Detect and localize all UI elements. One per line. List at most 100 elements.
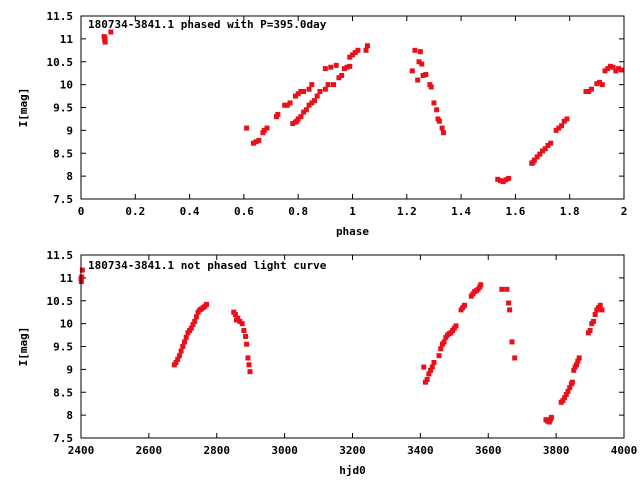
data-point	[102, 35, 108, 41]
data-point	[190, 322, 196, 328]
unphased-light-curve-panel: 2400 2600 2800 3000 3200 3400 3600 3800 4000 7.5 8…	[17, 249, 637, 477]
data-point	[564, 116, 570, 122]
data-point	[509, 339, 515, 345]
x-tick-label: 1.2	[397, 205, 417, 218]
data-point	[175, 356, 181, 362]
data-point	[261, 127, 267, 133]
data-point	[545, 142, 551, 148]
data-point	[350, 52, 355, 58]
data-point	[500, 179, 506, 185]
data-point	[264, 125, 270, 131]
data-point	[576, 355, 582, 361]
data-point	[292, 93, 298, 99]
data-point	[616, 66, 622, 72]
data-point	[537, 151, 543, 157]
data-point	[355, 47, 361, 53]
x-tick-label: 1.6	[505, 205, 525, 218]
data-point	[561, 118, 567, 124]
data-point	[204, 301, 210, 307]
y-tick-label: 11.5	[47, 10, 74, 23]
data-point	[534, 154, 540, 160]
data-point	[439, 125, 445, 131]
y-tick-label: 7.5	[53, 193, 73, 206]
data-point	[328, 64, 334, 70]
data-point	[563, 392, 569, 398]
data-point	[301, 109, 307, 115]
data-point	[416, 59, 422, 65]
y-tick-label: 10.5	[47, 56, 74, 69]
data-point	[565, 388, 571, 394]
data-point	[506, 300, 512, 306]
y-tick-label: 10	[60, 318, 73, 331]
data-point	[421, 364, 427, 370]
data-point	[298, 88, 304, 94]
data-point	[322, 86, 328, 92]
data-point	[182, 339, 188, 345]
data-point	[531, 157, 537, 163]
data-point	[556, 125, 562, 131]
data-point	[309, 82, 315, 88]
x-tick-label: 0	[78, 205, 85, 218]
data-point	[504, 286, 510, 292]
data-point	[583, 88, 589, 94]
data-point	[415, 77, 421, 83]
data-point	[180, 344, 186, 349]
data-point	[247, 369, 253, 375]
data-point	[594, 81, 600, 87]
x-tick-label: 2	[621, 205, 628, 218]
data-point	[605, 66, 611, 72]
data-point	[325, 82, 331, 88]
data-point	[424, 376, 430, 382]
phased-light-curve-panel: 0 0.2 0.4 0.6 0.8 1 1.2 1.4 1.6 1.8 2 7.5 8 8.5 9 9.5 10…	[17, 10, 627, 238]
data-point	[420, 72, 426, 78]
x-tick-label: 3000	[271, 444, 298, 457]
data-point	[347, 63, 353, 69]
x-tick-label: 0.2	[125, 205, 145, 218]
data-point	[607, 63, 613, 69]
data-point	[567, 385, 573, 391]
data-point	[232, 311, 238, 317]
data-point	[188, 325, 194, 331]
data-point	[253, 139, 259, 145]
data-point	[419, 61, 425, 67]
data-point	[575, 358, 581, 364]
data-point	[431, 100, 437, 106]
x-axis-label: hjd0	[339, 464, 366, 477]
x-tick-label: 2600	[136, 444, 163, 457]
data-point	[311, 98, 317, 104]
data-point	[409, 68, 415, 74]
data-point	[241, 327, 247, 333]
data-point	[301, 88, 307, 94]
data-point	[173, 360, 179, 366]
data-point	[461, 302, 467, 308]
data-point	[306, 86, 312, 92]
data-point	[436, 353, 442, 359]
data-point	[497, 178, 503, 184]
data-point	[303, 107, 309, 113]
x-axis-label: phase	[336, 225, 369, 238]
data-point	[423, 72, 429, 78]
data-point	[569, 379, 575, 385]
data-point	[79, 274, 85, 280]
data-point	[339, 72, 345, 78]
data-point	[571, 367, 577, 373]
y-tick-label: 10.5	[47, 295, 74, 308]
plot-frame	[80, 15, 625, 200]
data-point	[347, 54, 353, 60]
data-point	[256, 137, 262, 143]
data-point	[506, 175, 512, 181]
data-point	[507, 307, 513, 313]
data-point	[244, 341, 250, 347]
data-point	[586, 88, 592, 94]
data-point	[284, 102, 290, 108]
data-point	[333, 62, 339, 68]
data-point	[102, 39, 108, 45]
data-point	[426, 371, 432, 377]
x-tick-label: 3600	[475, 444, 502, 457]
y-tick-label: 11	[60, 33, 74, 46]
x-tick-label: 1	[349, 205, 356, 218]
data-point	[590, 318, 596, 324]
y-tick-label: 8	[66, 409, 73, 422]
data-point	[602, 68, 608, 74]
data-point	[309, 100, 315, 106]
